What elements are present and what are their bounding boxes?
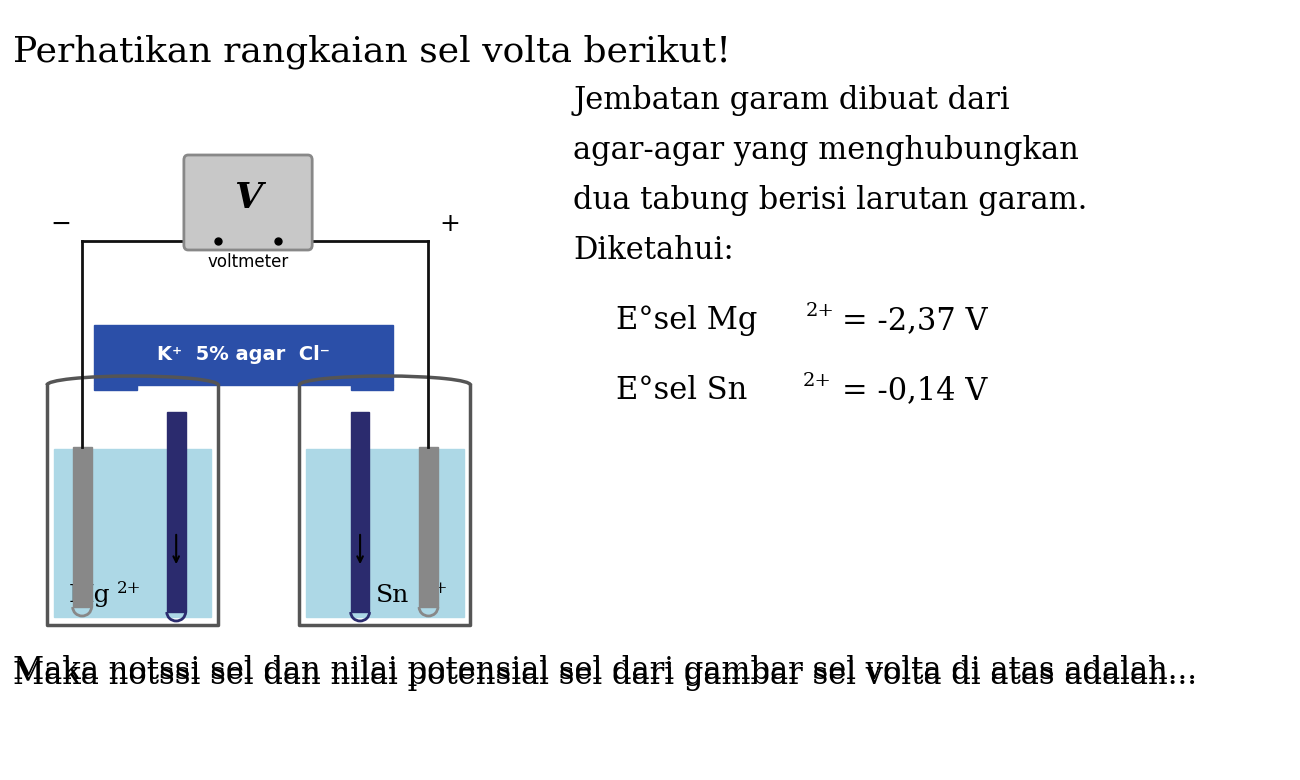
Text: Sn: Sn [376,584,410,607]
Bar [307,449,464,617]
Text: = -0,14 V: = -0,14 V [842,375,988,406]
Text: Maka notssi sel dan nilai potensial sel dari gambar sel volta di atas adalah...: Maka notssi sel dan nilai potensial sel … [13,660,1197,691]
Bar [419,447,438,607]
Text: agar-agar yang menghubungkan: agar-agar yang menghubungkan [573,135,1079,166]
Text: E°sel Mg: E°sel Mg [616,305,757,336]
Text: = -2,37 V: = -2,37 V [842,305,988,336]
Text: K⁺  5% agar  Cl⁻: K⁺ 5% agar Cl⁻ [157,346,330,364]
Text: Jembatan garam dibuat dari: Jembatan garam dibuat dari [573,85,1010,116]
Text: +: + [439,212,460,236]
Text: 2+: 2+ [117,580,142,597]
Text: Maka notssi sel dan nilai potensial sel dari gambar sel volta di atas adalah...: Maka notssi sel dan nilai potensial sel … [13,655,1197,686]
Bar [166,412,186,612]
Text: dua tabung berisi larutan garam.: dua tabung berisi larutan garam. [573,185,1087,216]
Bar [351,412,369,612]
Text: voltmeter: voltmeter [208,253,289,271]
Text: V: V [234,180,263,214]
Text: 2+: 2+ [802,372,831,390]
Text: Mg: Mg [69,584,110,607]
Bar [53,449,212,617]
Text: 2+: 2+ [424,580,448,597]
Text: Perhatikan rangkaian sel volta berikut!: Perhatikan rangkaian sel volta berikut! [13,35,731,69]
Text: 2+: 2+ [806,302,835,320]
Text: −: − [51,212,72,236]
Bar [94,325,394,385]
Text: Diketahui:: Diketahui: [573,235,733,266]
FancyBboxPatch shape [183,155,312,250]
Bar [73,447,91,607]
Bar [94,385,136,390]
Bar [351,385,394,390]
Text: E°sel Sn: E°sel Sn [616,375,747,406]
